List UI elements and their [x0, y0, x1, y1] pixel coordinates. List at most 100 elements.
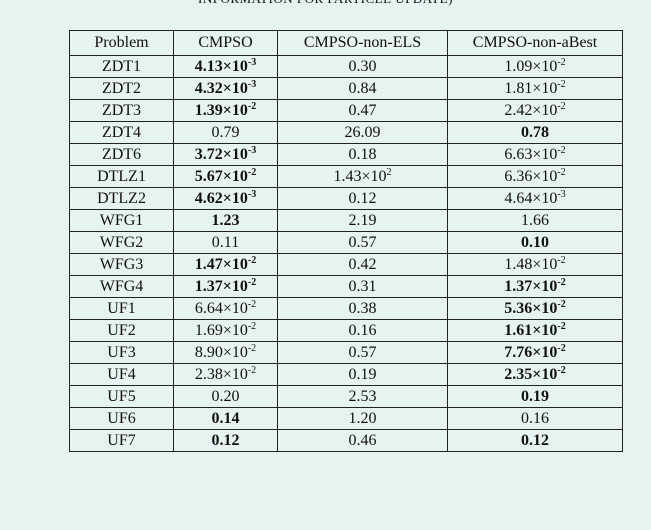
cmpso-non-els-cell: 0.42	[277, 253, 448, 276]
problem-cell: UF7	[69, 429, 174, 452]
value-mantissa: 0.46	[348, 432, 377, 449]
cmpso-non-els-cell: 0.46	[277, 429, 448, 452]
value-mantissa: 0.38	[348, 300, 377, 317]
value-mantissa: 0.19	[521, 388, 549, 405]
header-problem: Problem	[69, 30, 174, 56]
value-mantissa: 0.57	[348, 234, 377, 251]
problem-cell: WFG3	[69, 253, 174, 276]
problem-cell: UF5	[69, 385, 174, 408]
cmpso-cell: 6.64×10-2	[173, 297, 278, 320]
cmpso-cell: 0.79	[173, 121, 278, 144]
cmpso-non-els-cell: 0.31	[277, 275, 448, 298]
value-mantissa: 0.12	[521, 432, 549, 449]
value-exponent: -2	[557, 145, 566, 156]
value-mantissa: 8.90	[194, 344, 223, 361]
header-cmpso-non-els: CMPSO-non-ELS	[277, 30, 448, 56]
value-mantissa: 2.53	[348, 388, 377, 405]
cmpso-non-els-cell: 0.47	[277, 99, 448, 122]
value-mantissa: 1.39	[194, 102, 223, 119]
cmpso-non-els-cell: 2.19	[277, 209, 448, 232]
table-row: UF1 6.64×10-2 0.38 5.36×10-2	[69, 297, 623, 320]
table-row: WFG4 1.37×10-2 0.31 1.37×10-2	[69, 275, 623, 298]
value-mantissa: 0.16	[521, 410, 549, 427]
cmpso-cell: 4.13×10-3	[173, 55, 278, 78]
cmpso-non-els-cell: 0.57	[277, 231, 448, 254]
cmpso-non-els-cell: 0.16	[277, 319, 448, 342]
problem-cell: DTLZ2	[69, 187, 174, 210]
problem-cell: WFG4	[69, 275, 174, 298]
cmpso-non-els-cell: 0.38	[277, 297, 448, 320]
value-mantissa: 1.48	[504, 256, 533, 273]
value-exponent: -3	[247, 57, 257, 68]
value-mantissa: 0.84	[348, 80, 377, 97]
cmpso-cell: 1.23	[173, 209, 278, 232]
problem-cell: WFG2	[69, 231, 174, 254]
value-mantissa: 6.36	[504, 168, 533, 185]
table-body: ZDT1 4.13×10-3 0.30 1.09×10-2 ZDT2 4.32×10-3 0…	[69, 55, 623, 452]
value-mantissa: 6.64	[194, 300, 223, 317]
value-exponent: -3	[247, 189, 257, 200]
value-mantissa: 3.72	[194, 146, 223, 163]
value-exponent: -3	[557, 189, 566, 200]
header-row: Problem CMPSO CMPSO-non-ELS CMPSO-non-aB…	[69, 30, 623, 56]
cmpso-non-els-cell: 1.43×102	[277, 165, 448, 188]
cmpso-non-abest-cell: 1.37×10-2	[447, 275, 623, 298]
value-exponent: -2	[247, 101, 257, 112]
value-mantissa: 2.35	[504, 366, 533, 383]
cmpso-non-abest-cell: 0.10	[447, 231, 623, 254]
problem-cell: ZDT1	[69, 55, 174, 78]
cmpso-non-abest-cell: 1.61×10-2	[447, 319, 623, 342]
value-mantissa: 0.31	[348, 278, 377, 295]
problem-cell: UF2	[69, 319, 174, 342]
cmpso-non-els-cell: 0.30	[277, 55, 448, 78]
value-exponent: -2	[247, 299, 257, 310]
table-caption: INFORMATION FOR PARTICLE UPDATE)	[0, 0, 651, 7]
cmpso-non-abest-cell: 1.66	[447, 209, 623, 232]
problem-cell: ZDT2	[69, 77, 174, 100]
value-exponent: -2	[557, 101, 566, 112]
value-exponent: -3	[247, 79, 257, 90]
value-mantissa: 1.66	[521, 212, 549, 229]
value-mantissa: 1.69	[194, 322, 223, 339]
value-mantissa: 6.63	[504, 146, 533, 163]
value-exponent: -2	[247, 255, 257, 266]
cmpso-non-abest-cell: 4.64×10-3	[447, 187, 623, 210]
results-table: Problem CMPSO CMPSO-non-ELS CMPSO-non-aB…	[69, 30, 623, 452]
value-mantissa: 0.12	[348, 190, 377, 207]
value-mantissa: 4.62	[194, 190, 223, 207]
table-row: UF2 1.69×10-2 0.16 1.61×10-2	[69, 319, 623, 342]
table-row: UF5 0.20 2.53 0.19	[69, 385, 623, 408]
cmpso-non-abest-cell: 1.09×10-2	[447, 55, 623, 78]
value-mantissa: 1.37	[194, 278, 223, 295]
value-mantissa: 4.64	[504, 190, 533, 207]
value-mantissa: 1.61	[504, 322, 533, 339]
table-row: ZDT2 4.32×10-3 0.84 1.81×10-2	[69, 77, 623, 100]
cmpso-cell: 1.69×10-2	[173, 319, 278, 342]
table-row: ZDT1 4.13×10-3 0.30 1.09×10-2	[69, 55, 623, 78]
value-exponent: -2	[247, 343, 257, 354]
value-exponent: -2	[557, 365, 566, 376]
problem-cell: WFG1	[69, 209, 174, 232]
cmpso-non-abest-cell: 6.63×10-2	[447, 143, 623, 166]
value-mantissa: 0.79	[211, 124, 240, 141]
cmpso-non-els-cell: 2.53	[277, 385, 448, 408]
cmpso-cell: 5.67×10-2	[173, 165, 278, 188]
value-exponent: -2	[247, 167, 257, 178]
table-row: WFG2 0.11 0.57 0.10	[69, 231, 623, 254]
cmpso-non-els-cell: 0.18	[277, 143, 448, 166]
value-mantissa: 0.30	[348, 58, 377, 75]
cmpso-non-abest-cell: 6.36×10-2	[447, 165, 623, 188]
cmpso-non-abest-cell: 2.35×10-2	[447, 363, 623, 386]
cmpso-cell: 0.20	[173, 385, 278, 408]
cmpso-non-els-cell: 26.09	[277, 121, 448, 144]
cmpso-non-els-cell: 0.57	[277, 341, 448, 364]
value-exponent: -3	[247, 145, 257, 156]
problem-cell: UF4	[69, 363, 174, 386]
table-row: WFG1 1.23 2.19 1.66	[69, 209, 623, 232]
value-mantissa: 0.78	[521, 124, 549, 141]
value-exponent: -2	[557, 79, 566, 90]
cmpso-non-els-cell: 0.19	[277, 363, 448, 386]
value-mantissa: 0.10	[521, 234, 549, 251]
value-exponent: -2	[557, 167, 566, 178]
problem-cell: ZDT6	[69, 143, 174, 166]
